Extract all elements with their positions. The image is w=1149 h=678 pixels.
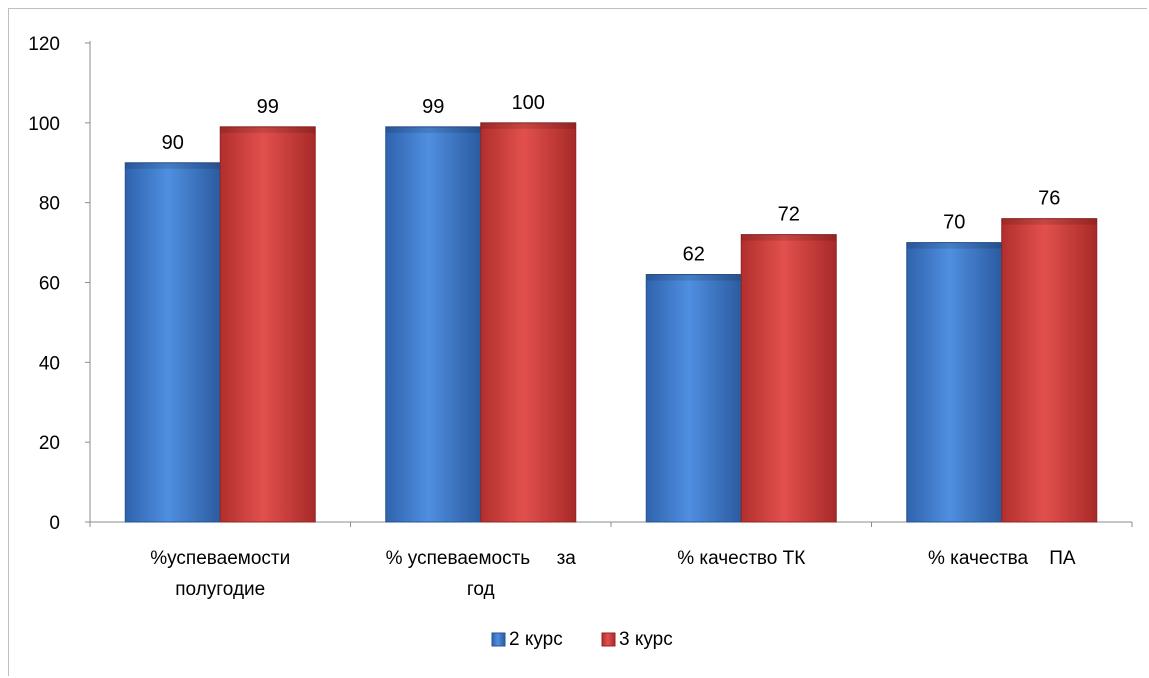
y-tick-label: 60 bbox=[39, 274, 60, 295]
bar-top-edge bbox=[220, 126, 316, 133]
category-label: % успеваемость за bbox=[386, 548, 577, 569]
bar-2-курс-1 bbox=[385, 126, 482, 523]
data-label: 62 bbox=[683, 244, 705, 266]
data-label: 70 bbox=[943, 212, 965, 234]
bar-top-edge bbox=[480, 122, 576, 129]
bar-2-курс-3 bbox=[906, 242, 1003, 523]
bar-2-курс-0 bbox=[124, 162, 221, 523]
bar-top-edge bbox=[741, 234, 837, 241]
y-tick-label: 40 bbox=[39, 353, 60, 374]
legend-swatch bbox=[491, 632, 506, 647]
bar-3-курс-0 bbox=[219, 126, 316, 523]
chart-frame bbox=[8, 8, 1147, 676]
bar-3-курс-1 bbox=[480, 122, 577, 523]
bar-top-edge bbox=[906, 242, 1002, 249]
y-tick-label: 100 bbox=[28, 114, 60, 135]
bars bbox=[124, 122, 1098, 523]
data-label: 99 bbox=[422, 96, 444, 118]
category-label: % качество ТК bbox=[677, 548, 805, 569]
data-label: 100 bbox=[512, 92, 545, 114]
legend-entry: 2 курс bbox=[509, 629, 563, 650]
bar-top-edge bbox=[385, 126, 481, 133]
data-labels: 90 99 99 100 62 72 70 76 bbox=[162, 92, 1061, 266]
bar-top-edge bbox=[646, 274, 742, 281]
bar-top-edge bbox=[1001, 218, 1097, 225]
category-label: % качества ПА bbox=[928, 548, 1076, 569]
category-labels: %успеваемости полугодие % успеваемость за г… bbox=[150, 548, 1076, 600]
bar-top-edge bbox=[125, 162, 221, 169]
category-label: %успеваемости bbox=[150, 548, 290, 569]
y-tick-label: 0 bbox=[49, 513, 60, 534]
data-label: 90 bbox=[162, 132, 184, 154]
category-label: год bbox=[467, 579, 495, 600]
y-tick-label: 20 bbox=[39, 433, 60, 454]
category-label: полугодие bbox=[175, 579, 265, 600]
data-label: 99 bbox=[257, 96, 279, 118]
bar-3-курс-2 bbox=[740, 234, 837, 523]
bar-3-курс-3 bbox=[1001, 218, 1098, 523]
legend-swatch bbox=[601, 632, 616, 647]
y-tick-label: 80 bbox=[39, 194, 60, 215]
legend-entry: 3 курс bbox=[619, 629, 673, 650]
data-label: 76 bbox=[1038, 188, 1060, 210]
data-label: 72 bbox=[778, 204, 800, 226]
bar-2-курс-2 bbox=[645, 274, 742, 523]
y-tick-label: 120 bbox=[28, 34, 60, 55]
legend: 2 курс 3 курс bbox=[491, 629, 673, 650]
